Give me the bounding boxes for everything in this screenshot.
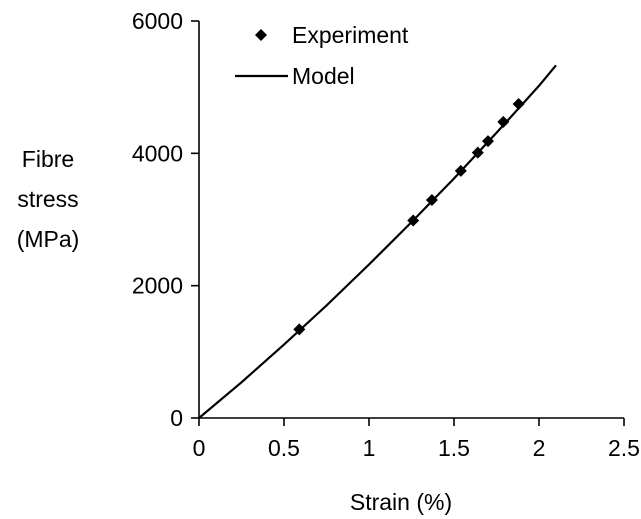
y-axis-title-line-1: Fibre: [22, 146, 74, 172]
x-tick-label: 2: [533, 435, 546, 461]
x-tick-label: 0: [193, 435, 206, 461]
axes: [198, 21, 624, 419]
y-tick-label: 4000: [132, 140, 183, 166]
legend-experiment-marker: [255, 29, 267, 41]
experiment-point: [425, 193, 438, 206]
x-axis-title: Strain (%): [350, 489, 452, 515]
legend: Experiment Model: [235, 22, 409, 89]
experiment-point: [512, 98, 525, 111]
x-tick-label: 1: [363, 435, 376, 461]
model-curve: [198, 64, 557, 419]
y-axis-title-line-2: stress: [17, 186, 78, 212]
y-axis-title-line-3: (MPa): [17, 226, 80, 252]
y-tick-label: 6000: [132, 8, 183, 34]
experiment-markers: [293, 98, 525, 336]
ticks: 0 0.5 1 1.5 2 2.5 0 2000 4000 6000: [132, 8, 640, 461]
experiment-point: [454, 164, 467, 177]
y-tick-label: 0: [170, 405, 183, 431]
experiment-point: [497, 115, 510, 128]
experiment-point: [482, 135, 494, 148]
legend-model-label: Model: [292, 63, 355, 89]
experiment-point: [471, 146, 484, 159]
experiment-point: [293, 323, 306, 336]
x-tick-label: 1.5: [438, 435, 470, 461]
x-tick-label: 0.5: [268, 435, 300, 461]
plot-area: [198, 64, 557, 419]
legend-experiment-label: Experiment: [292, 22, 409, 48]
experiment-point: [407, 214, 420, 227]
y-tick-label: 2000: [132, 273, 183, 299]
x-tick-label: 2.5: [608, 435, 640, 461]
